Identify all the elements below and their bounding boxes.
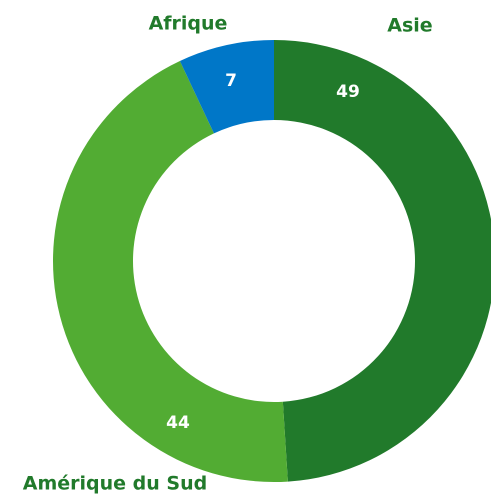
value-label: 49 [336, 82, 360, 102]
category-label: Afrique [149, 13, 228, 35]
category-label: Amérique du Sud [23, 473, 207, 495]
value-label: 44 [166, 413, 190, 433]
donut-segment [52, 61, 288, 483]
value-label: 7 [225, 71, 237, 91]
donut-segment [179, 40, 274, 134]
donut-segment [274, 40, 491, 482]
category-label: Asie [387, 15, 432, 37]
